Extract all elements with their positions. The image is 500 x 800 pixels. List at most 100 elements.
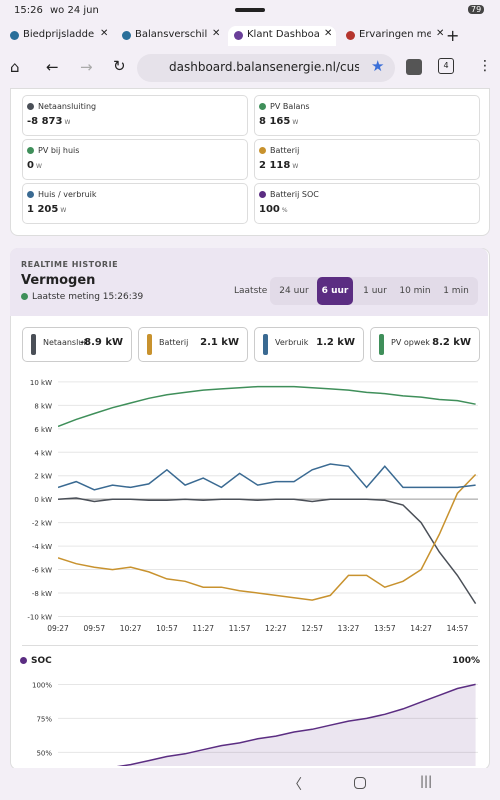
x-tick-label: 10:57 <box>156 624 178 633</box>
metric-dot <box>27 147 34 154</box>
soc-title: SOC <box>20 656 52 666</box>
power-chart: -10 kW -8 kW -6 kW -4 kW -2 kW 0 kW 2 kW 4 kW 6 … <box>27 379 478 633</box>
section-label: REALTIME HISTORIE <box>21 260 119 269</box>
legend-name: PV opwek <box>391 338 430 347</box>
tab[interactable]: Ervaringen met ✕ <box>340 26 448 46</box>
y-tick-label: 0 kW <box>34 496 52 504</box>
legend-item[interactable]: Verbruik 1.2 kW <box>254 327 364 362</box>
bookmark-star[interactable]: ★ <box>371 57 385 75</box>
nav-home[interactable] <box>354 777 366 789</box>
y-tick-label: 10 kW <box>30 379 52 387</box>
legend-latest: -8.9 kW <box>79 337 123 348</box>
tab-close[interactable]: ✕ <box>212 28 221 39</box>
x-tick-label: 13:57 <box>374 624 396 633</box>
legend-item[interactable]: Batterij 2.1 kW <box>138 327 248 362</box>
metric-name: Huis / verbruik <box>27 190 97 199</box>
nav-back[interactable]: 〈 <box>288 777 302 793</box>
tab[interactable]: Balansverschil p ✕ <box>116 26 224 46</box>
metric-name-text: Huis / verbruik <box>38 190 97 199</box>
legend-item[interactable]: PV opwek 8.2 kW <box>370 327 480 362</box>
reload-button[interactable]: ↻ <box>113 57 126 75</box>
metric-name-text: Batterij SOC <box>270 190 319 199</box>
translate-icon[interactable] <box>406 59 422 75</box>
x-tick-label: 09:57 <box>83 624 105 633</box>
metric-dot <box>27 103 34 110</box>
metric-unit: W <box>35 163 42 170</box>
legend-latest: 1.2 kW <box>316 337 355 348</box>
legend-name: Netaansluiting <box>43 338 89 347</box>
tab-title: Biedprijsladder <box>23 29 95 40</box>
soc-latest: 100% <box>452 656 480 666</box>
metric-card: Netaansluiting -8 873 W <box>22 95 248 136</box>
battery: 79 <box>468 5 485 14</box>
tab-title: Ervaringen met <box>359 29 431 40</box>
range-button[interactable]: 24 uur <box>279 286 309 296</box>
metric-value-text: 100 <box>259 204 280 215</box>
tab-close[interactable]: ✕ <box>324 28 333 39</box>
tab-title: Balansverschil p <box>135 29 207 40</box>
metric-name: Netaansluiting <box>27 102 96 111</box>
x-tick-label: 10:27 <box>120 624 142 633</box>
x-tick-label: 13:27 <box>338 624 360 633</box>
metric-card: PV bij huis 0 W <box>22 139 248 180</box>
legend-latest: 2.1 kW <box>200 337 239 348</box>
series-line <box>58 497 477 605</box>
y-tick-label: 100% <box>32 681 52 689</box>
metric-value-text: 8 165 <box>259 116 291 127</box>
home-button[interactable]: ⌂ <box>10 58 20 76</box>
metric-card: Batterij SOC 100% <box>254 183 480 224</box>
series-line <box>116 683 476 766</box>
range-button[interactable]: 1 uur <box>363 286 387 296</box>
range-button[interactable]: 1 min <box>443 286 469 296</box>
new-tab[interactable]: + <box>446 26 460 45</box>
series-line <box>58 473 477 601</box>
y-tick-label: -4 kW <box>32 543 52 551</box>
metric-card: PV Balans 8 165 W <box>254 95 480 136</box>
metric-dot <box>259 147 266 154</box>
metric-value: 8 165 W <box>259 116 298 127</box>
y-tick-label: 75% <box>36 715 52 723</box>
tab-count[interactable]: 4 <box>438 58 454 74</box>
metric-value: -8 873 W <box>27 116 70 127</box>
tab-close[interactable]: ✕ <box>100 28 109 39</box>
menu[interactable]: ⋮ <box>478 58 492 74</box>
forward-button[interactable]: → <box>80 58 93 76</box>
legend-name: Verbruik <box>275 338 309 347</box>
soc-chart: 50% 75% 100% <box>32 681 478 766</box>
metric-name: Batterij SOC <box>259 190 319 199</box>
back-button[interactable]: ← <box>46 58 59 76</box>
last-measurement: Laatste meting 15:26:39 <box>21 292 143 302</box>
status-time: 15:26 <box>14 5 43 16</box>
legend-swatch <box>263 334 268 355</box>
legend-item[interactable]: Netaansluiting-8.9 kW <box>22 327 132 362</box>
y-tick-label: -2 kW <box>32 520 52 528</box>
series-area <box>58 684 476 766</box>
section-title: Vermogen <box>21 273 96 288</box>
series-line <box>58 463 476 491</box>
soc-title-text: SOC <box>31 656 52 666</box>
x-tick-label: 12:57 <box>301 624 323 633</box>
tab-icon <box>122 31 131 40</box>
range-button[interactable]: 10 min <box>399 286 431 296</box>
y-tick-label: -6 kW <box>32 567 52 575</box>
tab[interactable]: Klant Dashboard ✕ <box>228 26 336 46</box>
tab-close[interactable]: ✕ <box>436 28 445 39</box>
tab[interactable]: Biedprijsladder ✕ <box>4 26 112 46</box>
nav-recents[interactable]: ||| <box>420 774 433 788</box>
metric-dot <box>259 103 266 110</box>
y-tick-label: 8 kW <box>34 402 52 410</box>
metric-name-text: Batterij <box>270 146 300 155</box>
x-tick-label: 14:57 <box>447 624 469 633</box>
metric-value: 2 118 W <box>259 160 298 171</box>
metric-value: 1 205 W <box>27 204 66 215</box>
metric-unit: W <box>60 207 67 214</box>
series-line <box>58 385 476 428</box>
y-tick-label: 4 kW <box>34 449 52 457</box>
metric-card: Huis / verbruik 1 205 W <box>22 183 248 224</box>
x-tick-label: 09:27 <box>47 624 69 633</box>
url-bar[interactable]: dashboard.balansenergie.nl/customer ★ <box>137 54 395 82</box>
range-button[interactable]: 6 uur <box>317 277 353 305</box>
range-group <box>270 277 478 305</box>
